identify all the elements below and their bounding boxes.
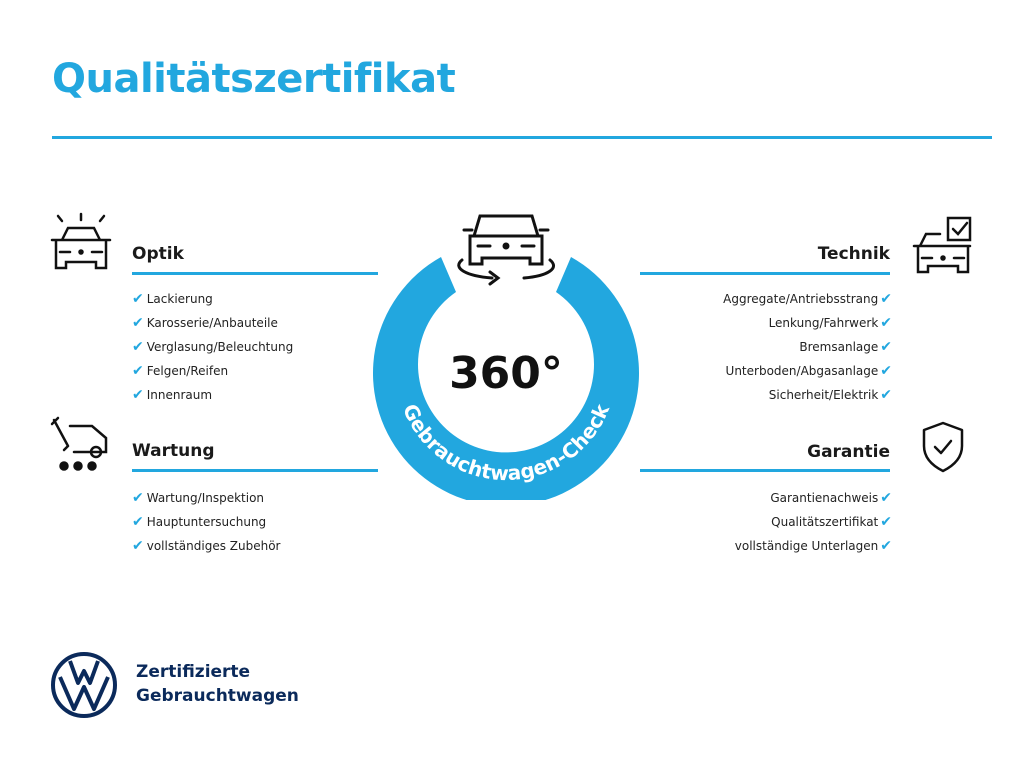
list-item-label: Lackierung: [146, 292, 213, 306]
check-icon: ✔: [880, 363, 892, 379]
shield-check-icon: [922, 421, 964, 473]
list-item: ✔ vollständiges Zubehör: [132, 534, 281, 558]
list-item-label: Unterboden/Abgasanlage: [725, 364, 879, 378]
garantie-list: Garantienachweis ✔ Qualitätszertifikat ✔ vol…: [600, 486, 892, 558]
check-icon: ✔: [132, 490, 144, 506]
check-icon: ✔: [132, 363, 144, 379]
footer-brand-text: Zertifizierte Gebrauchtwagen: [136, 660, 299, 708]
section-divider: [132, 469, 378, 472]
list-item: Garantienachweis ✔: [600, 486, 892, 510]
check-icon: ✔: [132, 387, 144, 403]
title-divider: [52, 136, 992, 139]
check-icon: ✔: [880, 538, 892, 554]
check-icon: ✔: [880, 490, 892, 506]
360-label: 360°: [449, 348, 563, 399]
section-title-optik: Optik: [132, 244, 184, 264]
check-icon: ✔: [132, 315, 144, 331]
ring-shape: [373, 257, 639, 500]
list-item-label: Garantienachweis: [770, 491, 879, 505]
list-item-label: Qualitätszertifikat: [771, 515, 879, 529]
list-item-label: Verglasung/Beleuchtung: [146, 340, 294, 354]
check-icon: ✔: [880, 387, 892, 403]
list-item-label: Felgen/Reifen: [146, 364, 229, 378]
vw-logo: [51, 652, 117, 718]
service-van-wrench-icon: [50, 416, 108, 471]
list-item: ✔ Wartung/Inspektion: [132, 486, 281, 510]
list-item-label: Karosserie/Anbauteile: [146, 316, 278, 330]
check-icon: ✔: [132, 514, 144, 530]
check-icon: ✔: [880, 291, 892, 307]
page-title: Qualitätszertifikat: [52, 56, 456, 102]
list-item: ✔ Verglasung/Beleuchtung: [132, 335, 293, 359]
wartung-list: ✔ Wartung/Inspektion ✔ Hauptuntersuchung ✔ vo…: [132, 486, 281, 558]
check-icon: ✔: [132, 339, 144, 355]
car-rotate-360-icon: [457, 214, 555, 286]
section-divider: [640, 272, 890, 275]
list-item-label: Innenraum: [146, 388, 213, 402]
optik-list: ✔ Lackierung ✔ Karosserie/Anbauteile ✔ Vergla…: [132, 287, 293, 407]
list-item-label: Bremsanlage: [799, 340, 879, 354]
list-item: Sicherheit/Elektrik ✔: [600, 383, 892, 407]
list-item: Aggregate/Antriebsstrang ✔: [600, 287, 892, 311]
section-divider: [640, 469, 890, 472]
list-item-label: Sicherheit/Elektrik: [768, 388, 879, 402]
list-item: ✔ Innenraum: [132, 383, 293, 407]
check-icon: ✔: [132, 291, 144, 307]
section-divider: [132, 272, 378, 275]
section-title-garantie: Garantie: [807, 442, 890, 462]
list-item: ✔ Felgen/Reifen: [132, 359, 293, 383]
footer-line2: Gebrauchtwagen: [136, 686, 299, 706]
section-title-wartung: Wartung: [132, 441, 215, 461]
list-item: ✔ Karosserie/Anbauteile: [132, 311, 293, 335]
list-item: Qualitätszertifikat ✔: [600, 510, 892, 534]
check-icon: ✔: [880, 315, 892, 331]
list-item-label: Aggregate/Antriebsstrang: [723, 292, 879, 306]
list-item-label: Hauptuntersuchung: [146, 515, 267, 529]
list-item: vollständige Unterlagen ✔: [600, 534, 892, 558]
list-item-label: Wartung/Inspektion: [146, 491, 265, 505]
section-title-technik: Technik: [817, 244, 890, 264]
footer-line1: Zertifizierte: [136, 662, 251, 682]
check-icon: ✔: [132, 538, 144, 554]
list-item-label: Lenkung/Fahrwerk: [768, 316, 879, 330]
list-item: Unterboden/Abgasanlage ✔: [600, 359, 892, 383]
car-checkbox-icon: [912, 216, 972, 274]
list-item-label: vollständige Unterlagen: [734, 539, 879, 553]
list-item: ✔ Hauptuntersuchung: [132, 510, 281, 534]
list-item: Bremsanlage ✔: [600, 335, 892, 359]
car-lights-icon: [50, 212, 112, 270]
check-icon: ✔: [880, 339, 892, 355]
gebrauchtwagen-check-badge: Gebrauchtwagen-Check 360°: [373, 214, 639, 500]
technik-list: Aggregate/Antriebsstrang ✔ Lenkung/Fahrwer…: [600, 287, 892, 407]
list-item: ✔ Lackierung: [132, 287, 293, 311]
check-icon: ✔: [880, 514, 892, 530]
list-item: Lenkung/Fahrwerk ✔: [600, 311, 892, 335]
list-item-label: vollständiges Zubehör: [146, 539, 281, 553]
